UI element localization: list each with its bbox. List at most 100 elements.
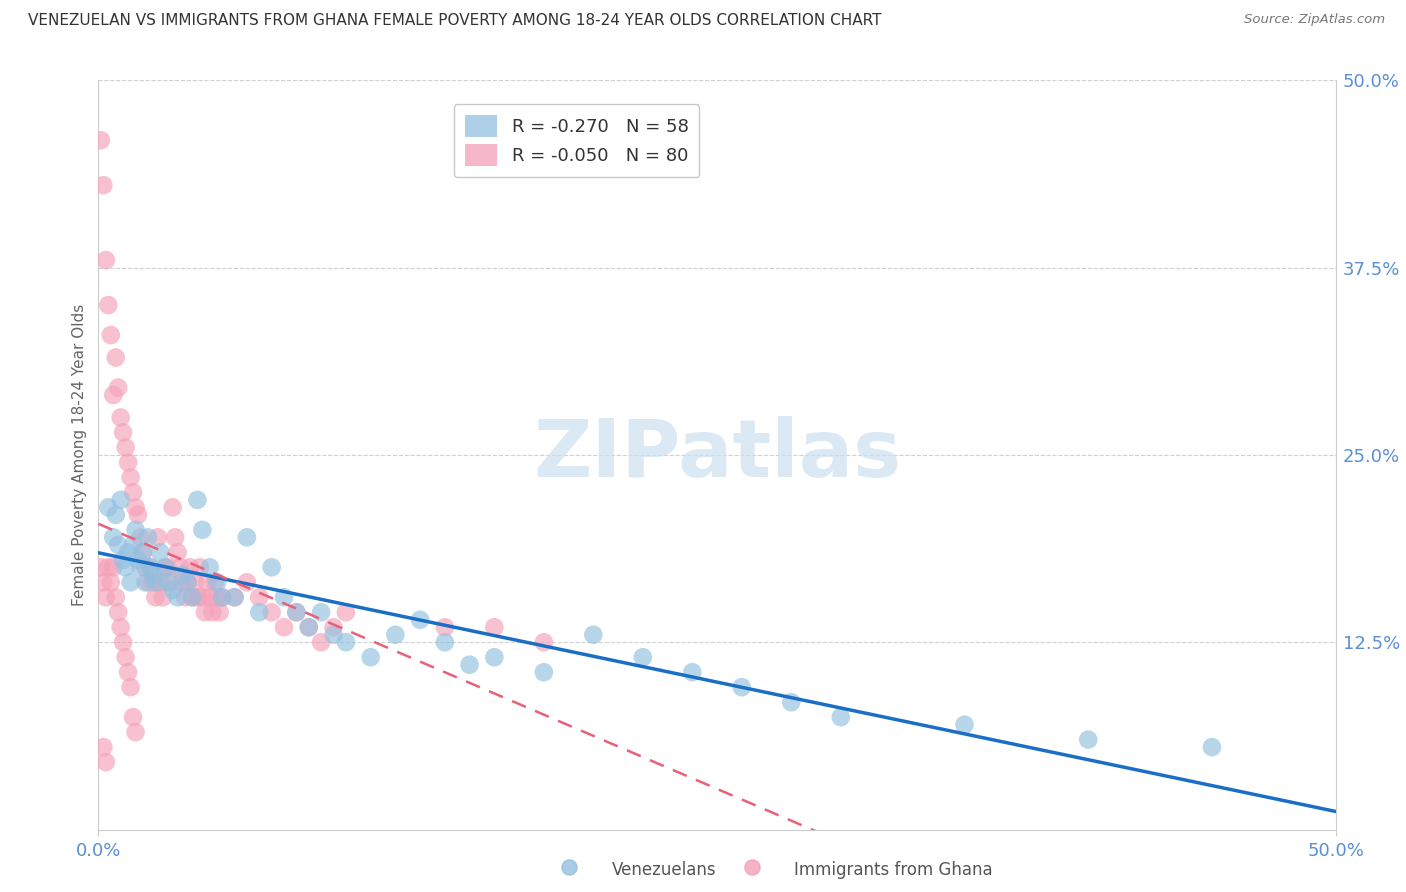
Point bbox=[122, 538, 145, 552]
Point bbox=[165, 530, 187, 544]
Point bbox=[174, 591, 197, 605]
Point bbox=[201, 605, 224, 619]
Point bbox=[198, 591, 221, 605]
Point bbox=[533, 665, 555, 680]
Point bbox=[143, 591, 166, 605]
Point bbox=[166, 591, 188, 605]
Point bbox=[172, 567, 194, 582]
Point bbox=[127, 553, 149, 567]
Point bbox=[204, 575, 226, 590]
Text: ZIPatlas: ZIPatlas bbox=[533, 416, 901, 494]
Point bbox=[1077, 732, 1099, 747]
Point bbox=[169, 560, 191, 574]
Point bbox=[134, 560, 156, 574]
Text: Source: ZipAtlas.com: Source: ZipAtlas.com bbox=[1244, 13, 1385, 27]
Point bbox=[132, 545, 155, 559]
Point bbox=[114, 560, 136, 574]
Point bbox=[384, 628, 406, 642]
Point bbox=[103, 560, 125, 574]
Point bbox=[142, 567, 165, 582]
Point bbox=[139, 560, 162, 574]
Point bbox=[132, 545, 155, 559]
Point bbox=[211, 591, 233, 605]
Point bbox=[124, 500, 146, 515]
Point bbox=[179, 560, 201, 574]
Point bbox=[110, 410, 132, 425]
Point bbox=[149, 575, 172, 590]
Point bbox=[181, 591, 204, 605]
Point bbox=[152, 591, 174, 605]
Point bbox=[97, 560, 120, 574]
Point bbox=[94, 591, 117, 605]
Text: Immigrants from Ghana: Immigrants from Ghana bbox=[794, 861, 993, 879]
Point bbox=[100, 328, 122, 343]
Point bbox=[409, 613, 432, 627]
Point bbox=[124, 523, 146, 537]
Point bbox=[139, 560, 162, 574]
Point bbox=[309, 605, 332, 619]
Point bbox=[260, 605, 283, 619]
Point bbox=[335, 635, 357, 649]
Point bbox=[309, 635, 332, 649]
Point bbox=[172, 575, 194, 590]
Point bbox=[122, 710, 145, 724]
Point bbox=[191, 523, 214, 537]
Point bbox=[273, 591, 295, 605]
Point bbox=[143, 575, 166, 590]
Point bbox=[149, 545, 172, 559]
Point bbox=[120, 680, 142, 694]
Y-axis label: Female Poverty Among 18-24 Year Olds: Female Poverty Among 18-24 Year Olds bbox=[72, 304, 87, 606]
Point bbox=[194, 605, 217, 619]
Point bbox=[129, 530, 152, 544]
Point bbox=[186, 591, 208, 605]
Point bbox=[155, 560, 177, 574]
Point bbox=[156, 575, 179, 590]
Point bbox=[176, 575, 198, 590]
Point bbox=[188, 560, 211, 574]
Point bbox=[162, 500, 184, 515]
Point bbox=[103, 388, 125, 402]
Point bbox=[433, 620, 456, 634]
Point bbox=[114, 441, 136, 455]
Text: VENEZUELAN VS IMMIGRANTS FROM GHANA FEMALE POVERTY AMONG 18-24 YEAR OLDS CORRELA: VENEZUELAN VS IMMIGRANTS FROM GHANA FEMA… bbox=[28, 13, 882, 29]
Point bbox=[120, 575, 142, 590]
Point bbox=[162, 582, 184, 597]
Point bbox=[731, 680, 754, 694]
Point bbox=[176, 575, 198, 590]
Point bbox=[458, 657, 481, 672]
Point bbox=[830, 710, 852, 724]
Point bbox=[205, 575, 228, 590]
Point bbox=[127, 508, 149, 522]
Point bbox=[136, 530, 159, 544]
Point bbox=[112, 635, 135, 649]
Point bbox=[114, 650, 136, 665]
Point bbox=[533, 635, 555, 649]
Text: Venezuelans: Venezuelans bbox=[612, 861, 716, 879]
Point bbox=[97, 298, 120, 312]
Point bbox=[117, 665, 139, 680]
Point bbox=[298, 620, 321, 634]
Point bbox=[93, 575, 115, 590]
Point bbox=[117, 455, 139, 469]
Point bbox=[94, 755, 117, 769]
Point bbox=[322, 628, 344, 642]
Point bbox=[484, 620, 506, 634]
Point bbox=[582, 628, 605, 642]
Point bbox=[122, 485, 145, 500]
Point bbox=[124, 725, 146, 739]
Point bbox=[322, 620, 344, 634]
Point bbox=[155, 560, 177, 574]
Point bbox=[198, 560, 221, 574]
Point bbox=[1201, 740, 1223, 755]
Point bbox=[741, 860, 763, 874]
Point bbox=[184, 575, 207, 590]
Point bbox=[159, 575, 181, 590]
Point bbox=[191, 591, 214, 605]
Point bbox=[285, 605, 308, 619]
Point bbox=[107, 380, 129, 394]
Point bbox=[260, 560, 283, 574]
Point bbox=[205, 591, 228, 605]
Point bbox=[100, 575, 122, 590]
Point bbox=[208, 605, 231, 619]
Point bbox=[181, 591, 204, 605]
